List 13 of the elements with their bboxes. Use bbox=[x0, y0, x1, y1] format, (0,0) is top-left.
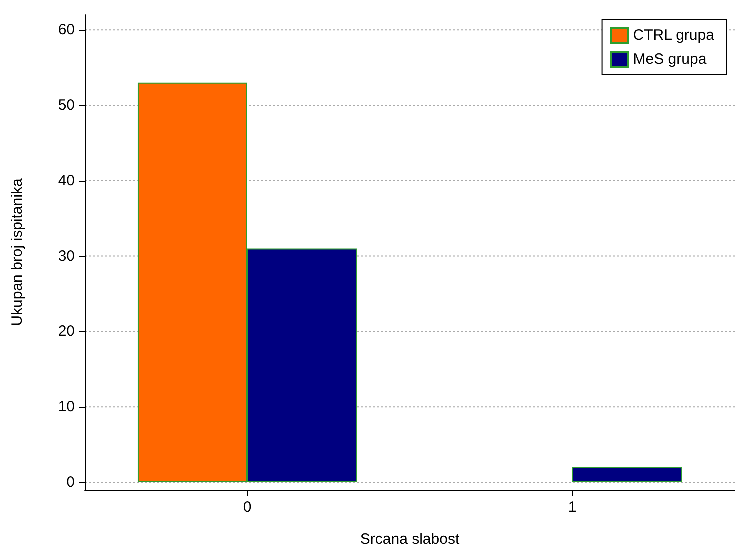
x-axis-title: Srcana slabost bbox=[360, 531, 460, 548]
legend-label: CTRL grupa bbox=[633, 27, 716, 44]
y-tick-label: 30 bbox=[58, 248, 75, 265]
y-tick-label: 10 bbox=[58, 398, 75, 416]
legend-label: MeS grupa bbox=[633, 51, 708, 68]
y-tick-label: 50 bbox=[58, 96, 75, 114]
y-tick-label: 40 bbox=[58, 172, 75, 190]
y-tick-label: 20 bbox=[58, 323, 75, 340]
x-tick-label: 1 bbox=[568, 499, 577, 516]
y-axis-title: Ukupan broj ispitanika bbox=[9, 178, 26, 326]
y-tick-label: 60 bbox=[58, 22, 75, 39]
bar bbox=[572, 467, 682, 482]
y-tick-label: 0 bbox=[66, 474, 75, 491]
